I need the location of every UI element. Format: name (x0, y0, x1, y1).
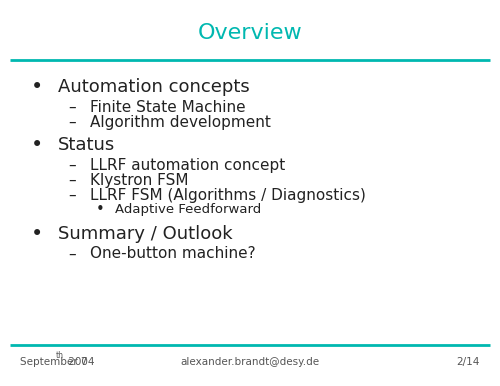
Text: •: • (96, 202, 104, 217)
Text: Algorithm development: Algorithm development (90, 115, 271, 130)
Text: –: – (68, 188, 76, 203)
Text: 2004: 2004 (65, 357, 94, 367)
Text: Klystron FSM: Klystron FSM (90, 173, 188, 188)
Text: Automation concepts: Automation concepts (58, 78, 249, 96)
Text: –: – (68, 115, 76, 130)
Text: •: • (32, 135, 44, 155)
Text: –: – (68, 247, 76, 261)
Text: –: – (68, 100, 76, 115)
Text: September 7: September 7 (20, 357, 87, 367)
Text: –: – (68, 173, 76, 188)
Text: LLRF FSM (Algorithms / Diagnostics): LLRF FSM (Algorithms / Diagnostics) (90, 188, 366, 203)
Text: Overview: Overview (198, 23, 302, 43)
Text: Summary / Outlook: Summary / Outlook (58, 225, 232, 242)
Text: LLRF automation concept: LLRF automation concept (90, 158, 285, 173)
Text: •: • (32, 223, 44, 244)
Text: 2/14: 2/14 (456, 357, 480, 367)
Text: alexander.brandt@desy.de: alexander.brandt@desy.de (180, 357, 320, 367)
Text: Finite State Machine: Finite State Machine (90, 100, 246, 115)
Text: th: th (56, 350, 64, 360)
Text: –: – (68, 158, 76, 173)
Text: •: • (32, 77, 44, 97)
Text: Status: Status (58, 136, 115, 154)
Text: Adaptive Feedforward: Adaptive Feedforward (115, 203, 261, 216)
Text: One-button machine?: One-button machine? (90, 247, 256, 261)
